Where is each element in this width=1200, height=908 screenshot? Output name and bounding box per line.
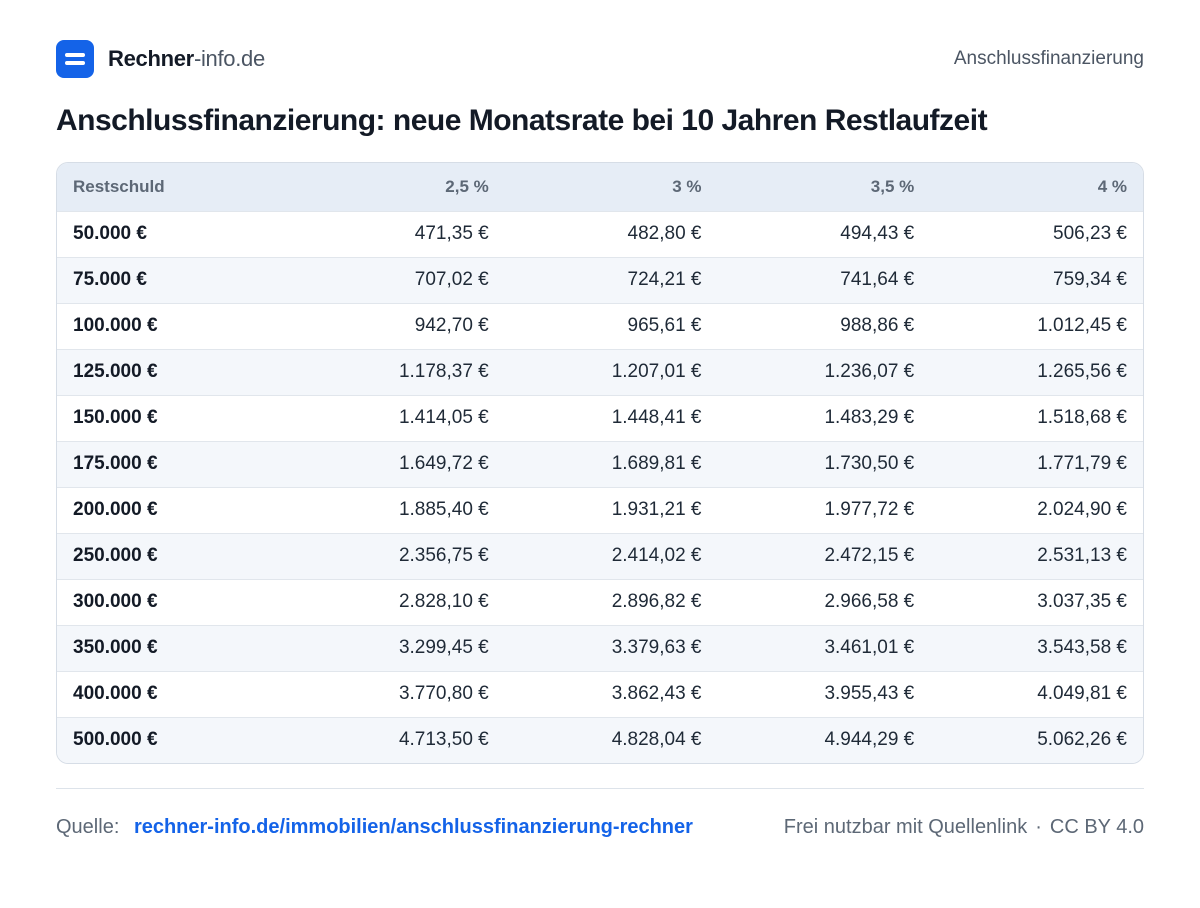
- monthly-rate-cell: 988,86 €: [840, 315, 915, 336]
- monthly-rate-cell: 2.414,02 €: [611, 545, 702, 566]
- monthly-rate-cell: 2.966,58 €: [824, 591, 915, 612]
- table-row: 100.000 € 942,70 € 965,61 € 988,86 € 1.012,4…: [57, 303, 1143, 349]
- license-info: Frei nutzbar mit Quellenlink · CC BY 4.0: [784, 816, 1144, 839]
- table-body: 50.000 € 471,35 € 482,80 € 494,43 € 506,23 €…: [57, 211, 1143, 763]
- monthly-rate-cell: 2.356,75 €: [398, 545, 489, 566]
- monthly-rate-cell: 2.472,15 €: [824, 545, 915, 566]
- monthly-rate-cell: 3.299,45 €: [398, 637, 489, 658]
- rate-table-container: Restschuld 2,5 % 3 % 3,5 % 4 % 50.000 € 4…: [56, 162, 1144, 764]
- column-header-rate-4: 4 %: [1097, 176, 1127, 196]
- monthly-rate-cell: 741,64 €: [840, 269, 915, 290]
- column-header-rate-3-5: 3,5 %: [870, 176, 915, 196]
- monthly-rate-cell: 1.207,01 €: [611, 361, 702, 382]
- brand-name: Rechner: [108, 46, 194, 71]
- monthly-rate-cell: 4.944,29 €: [824, 729, 915, 751]
- restschuld-cell: 400.000 €: [73, 683, 158, 704]
- monthly-rate-cell: 1.483,29 €: [824, 407, 915, 428]
- monthly-rate-cell: 506,23 €: [1053, 223, 1127, 244]
- monthly-rate-cell: 3.543,58 €: [1037, 637, 1127, 658]
- table-row: 400.000 € 3.770,80 € 3.862,43 € 3.955,43 € 4…: [57, 671, 1143, 717]
- source-label: Quelle:: [56, 815, 120, 838]
- monthly-rate-cell: 3.955,43 €: [824, 683, 915, 704]
- monthly-rate-cell: 482,80 €: [627, 223, 702, 244]
- monthly-rate-cell: 1.771,79 €: [1037, 453, 1127, 474]
- table-row: 300.000 € 2.828,10 € 2.896,82 € 2.966,58 € 3…: [57, 579, 1143, 625]
- monthly-rate-cell: 2.531,13 €: [1037, 545, 1127, 566]
- monthly-rate-cell: 1.885,40 €: [398, 499, 489, 520]
- column-header-restschuld: Restschuld: [73, 176, 165, 196]
- table-row: 500.000 € 4.713,50 € 4.828,04 € 4.944,29 € 5…: [57, 717, 1143, 763]
- monthly-rate-cell: 2.828,10 €: [398, 591, 489, 612]
- source-link[interactable]: rechner-info.de/immobilien/anschlussfina…: [133, 815, 693, 838]
- restschuld-cell: 125.000 €: [73, 361, 158, 382]
- monthly-rate-cell: 2.896,82 €: [611, 591, 702, 612]
- monthly-rate-cell: 1.518,68 €: [1037, 407, 1127, 428]
- monthly-rate-cell: 707,02 €: [414, 269, 489, 290]
- column-header-rate-3: 3 %: [672, 176, 702, 196]
- page-title: Anschlussfinanzierung: neue Monatsrate b…: [56, 104, 988, 137]
- restschuld-cell: 175.000 €: [73, 453, 158, 474]
- monthly-rate-cell: 3.379,63 €: [611, 637, 702, 658]
- monthly-rate-cell: 4.049,81 €: [1037, 683, 1127, 704]
- monthly-rate-cell: 1.414,05 €: [398, 407, 489, 428]
- column-header-rate-2-5: 2,5 %: [445, 176, 489, 196]
- monthly-rate-cell: 3.862,43 €: [611, 683, 702, 704]
- monthly-rate-cell: 5.062,26 €: [1037, 729, 1127, 751]
- restschuld-cell: 300.000 €: [73, 591, 158, 612]
- table-row: 125.000 € 1.178,37 € 1.207,01 € 1.236,07 € 1…: [57, 349, 1143, 395]
- monthly-rate-cell: 1.931,21 €: [611, 499, 702, 520]
- monthly-rate-cell: 965,61 €: [627, 315, 702, 336]
- nav-link-anschlussfinanzierung[interactable]: Anschlussfinanzierung: [953, 48, 1144, 69]
- brand-logo-link[interactable]: Rechner -info.de: [56, 40, 265, 78]
- monthly-rate-cell: 494,43 €: [840, 223, 915, 244]
- monthly-rate-cell: 1.265,56 €: [1037, 361, 1127, 382]
- restschuld-cell: 250.000 €: [73, 545, 158, 566]
- footer-divider: [56, 788, 1144, 789]
- monthly-rate-cell: 1.448,41 €: [611, 407, 702, 428]
- source-attribution: Quelle: rechner-info.de/immobilien/ansch…: [56, 816, 693, 839]
- table-row: 50.000 € 471,35 € 482,80 € 494,43 € 506,23 €: [57, 211, 1143, 257]
- restschuld-cell: 50.000 €: [73, 223, 147, 244]
- monthly-rate-cell: 3.037,35 €: [1037, 591, 1127, 612]
- restschuld-cell: 100.000 €: [73, 315, 158, 336]
- restschuld-cell: 350.000 €: [73, 637, 158, 658]
- brand-suffix: -info.de: [193, 46, 265, 71]
- table-row: 175.000 € 1.649,72 € 1.689,81 € 1.730,50 € 1…: [57, 441, 1143, 487]
- monthly-rate-cell: 4.713,50 €: [398, 729, 489, 751]
- monthly-rate-cell: 724,21 €: [627, 269, 702, 290]
- table-row: 350.000 € 3.299,45 € 3.379,63 € 3.461,01 € 3…: [57, 625, 1143, 671]
- license-text: Frei nutzbar mit Quellenlink: [783, 815, 1028, 838]
- monthly-rate-cell: 3.461,01 €: [824, 637, 915, 658]
- monthly-rate-cell: 3.770,80 €: [398, 683, 489, 704]
- monthly-rate-cell: 1.689,81 €: [611, 453, 702, 474]
- monthly-rate-cell: 1.649,72 €: [398, 453, 489, 474]
- license-name: CC BY 4.0: [1049, 815, 1144, 838]
- footer: Quelle: rechner-info.de/immobilien/ansch…: [56, 813, 1144, 841]
- monthly-rate-cell: 2.024,90 €: [1037, 499, 1127, 520]
- monthly-rate-cell: 942,70 €: [414, 315, 489, 336]
- restschuld-cell: 75.000 €: [73, 269, 147, 290]
- monthly-rate-cell: 1.977,72 €: [824, 499, 915, 520]
- rate-table: Restschuld 2,5 % 3 % 3,5 % 4 % 50.000 € 4…: [57, 163, 1143, 763]
- table-row: 250.000 € 2.356,75 € 2.414,02 € 2.472,15 € 2…: [57, 533, 1143, 579]
- monthly-rate-cell: 759,34 €: [1053, 269, 1127, 290]
- monthly-rate-cell: 1.730,50 €: [824, 453, 915, 474]
- table-header-row: Restschuld 2,5 % 3 % 3,5 % 4 %: [57, 163, 1143, 211]
- license-separator: ·: [1035, 815, 1042, 838]
- table-row: 200.000 € 1.885,40 € 1.931,21 € 1.977,72 € 2…: [57, 487, 1143, 533]
- monthly-rate-cell: 1.012,45 €: [1037, 315, 1127, 336]
- monthly-rate-cell: 471,35 €: [414, 223, 489, 244]
- restschuld-cell: 200.000 €: [73, 499, 158, 520]
- restschuld-cell: 500.000 €: [73, 729, 158, 751]
- table-row: 150.000 € 1.414,05 € 1.448,41 € 1.483,29 € 1…: [57, 395, 1143, 441]
- monthly-rate-cell: 1.178,37 €: [398, 361, 489, 382]
- restschuld-cell: 150.000 €: [73, 407, 158, 428]
- table-row: 75.000 € 707,02 € 724,21 € 741,64 € 759,34 €: [57, 257, 1143, 303]
- site-header: Rechner -info.de Anschlussfinanzierung: [56, 40, 1144, 78]
- monthly-rate-cell: 1.236,07 €: [824, 361, 915, 382]
- rechner-logo-icon: [56, 40, 94, 78]
- monthly-rate-cell: 4.828,04 €: [611, 729, 702, 751]
